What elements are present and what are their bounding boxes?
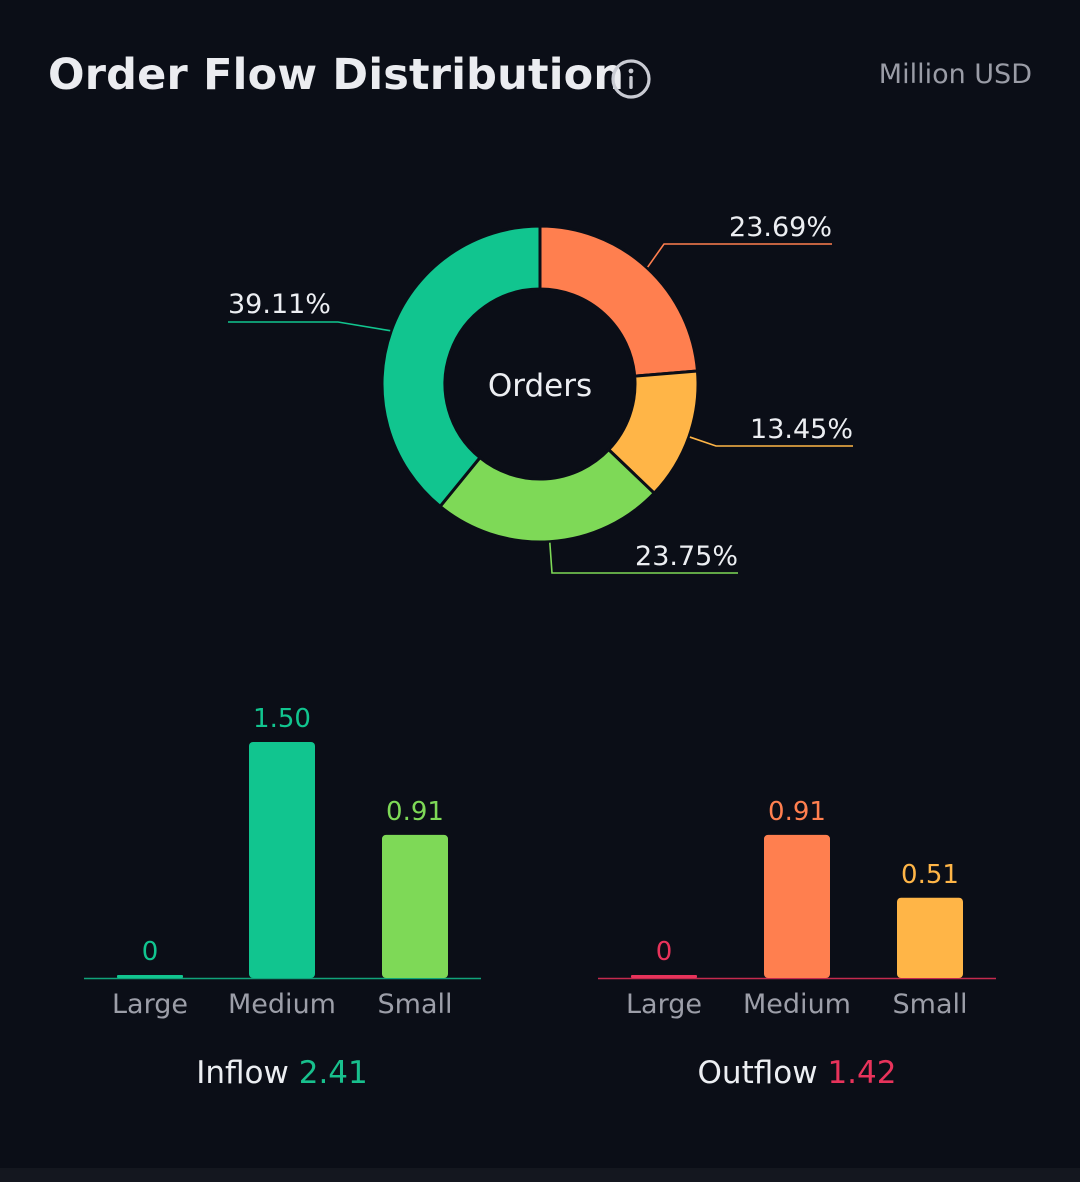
outflow-summary-value: 1.42 — [827, 1055, 896, 1091]
page-title: Order Flow Distribution — [48, 50, 625, 100]
outflow-category-label-small: Small — [893, 989, 968, 1020]
inflow-category-label-small: Small — [378, 989, 453, 1020]
donut-leader-line-1 — [689, 436, 853, 447]
inflow-category-label-medium: Medium — [228, 989, 336, 1020]
inflow-bar-chart: 0 Large 1.50 Medium 0.91 Small Inflow 2.41 — [84, 704, 481, 1091]
donut-slice-3[interactable] — [380, 224, 542, 509]
donut-center-label: Orders — [488, 368, 592, 404]
info-circle-icon[interactable] — [610, 58, 652, 100]
inflow-bar-small[interactable] — [382, 834, 448, 978]
donut-leader-line-3 — [228, 321, 391, 332]
donut-chart: 23.69% 13.45% 23.75% 39.11% Orders — [228, 212, 853, 574]
inflow-category-label-large: Large — [112, 989, 188, 1020]
outflow-summary: Outflow 1.42 — [698, 1055, 897, 1091]
bottom-divider — [0, 1168, 1080, 1182]
inflow-bar-medium[interactable] — [249, 742, 315, 978]
inflow-value-label-small: 0.91 — [386, 797, 444, 827]
donut-slice-label-3: 39.11% — [228, 289, 331, 320]
outflow-bar-large[interactable] — [631, 975, 697, 978]
inflow-summary: Inflow 2.41 — [196, 1055, 368, 1091]
donut-slice-label-1: 13.45% — [750, 414, 853, 445]
inflow-summary-value: 2.41 — [299, 1055, 368, 1091]
inflow-bar-large[interactable] — [117, 975, 183, 978]
header: Order Flow Distribution Million USD — [48, 44, 1032, 114]
inflow-summary-label: Inflow — [196, 1055, 299, 1091]
donut-slice-label-2: 23.75% — [635, 541, 738, 572]
outflow-category-label-large: Large — [626, 989, 702, 1020]
outflow-bar-medium[interactable] — [764, 834, 830, 978]
outflow-value-label-large: 0 — [656, 937, 673, 967]
outflow-summary-label: Outflow — [698, 1055, 828, 1091]
donut-leader-line-0 — [647, 243, 832, 268]
outflow-bar-small[interactable] — [897, 897, 963, 978]
donut-slice-2[interactable] — [438, 447, 657, 544]
inflow-value-label-medium: 1.50 — [253, 704, 311, 734]
donut-leader-line-2 — [549, 542, 738, 574]
outflow-value-label-medium: 0.91 — [768, 797, 826, 827]
donut-slice-label-0: 23.69% — [729, 212, 832, 243]
outflow-value-label-small: 0.51 — [901, 860, 959, 890]
donut-slice-0[interactable] — [538, 224, 700, 378]
inflow-value-label-large: 0 — [142, 937, 159, 967]
outflow-category-label-medium: Medium — [743, 989, 851, 1020]
unit-label: Million USD — [878, 59, 1032, 90]
outflow-bar-chart: 0 Large 0.91 Medium 0.51 Small Outflow 1.42 — [598, 797, 996, 1091]
